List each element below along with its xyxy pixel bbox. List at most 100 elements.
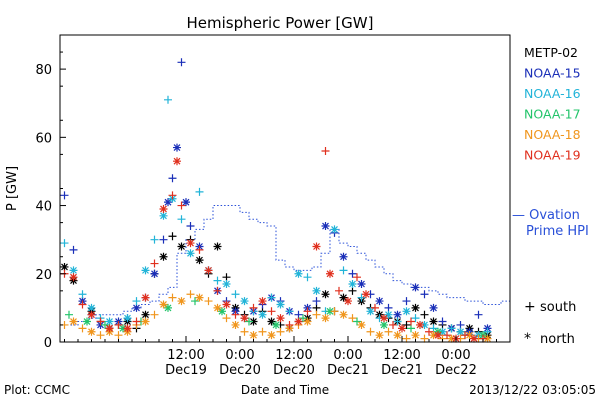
data-point-noaa-19-8 xyxy=(132,317,141,326)
data-point-noaa-15-39 xyxy=(384,303,393,312)
data-point-noaa-18-10 xyxy=(150,310,159,319)
data-point-noaa-16-19 xyxy=(222,280,231,289)
data-point-noaa-16-12 xyxy=(164,95,172,104)
x-tick-day-0: Dec19 xyxy=(165,363,207,378)
legend-entry-noaa-17: NOAA-17 xyxy=(524,107,581,122)
data-point-noaa-19-47 xyxy=(470,334,478,343)
data-point-noaa-15-38 xyxy=(375,297,384,306)
data-point-noaa-17-3 xyxy=(119,324,127,333)
data-point-noaa-19-12 xyxy=(168,191,177,200)
data-point-metp-02-12 xyxy=(168,232,177,241)
data-point-noaa-19-14 xyxy=(177,201,186,210)
data-point-noaa-15-1 xyxy=(69,245,78,254)
data-point-noaa-15-45 xyxy=(438,317,447,326)
data-point-noaa-19-43 xyxy=(434,331,442,340)
data-point-noaa-19-13 xyxy=(173,157,181,166)
y-tick-label-1: 20 xyxy=(35,268,52,283)
data-point-metp-02-11 xyxy=(159,252,168,261)
south-symbol: + xyxy=(524,299,536,315)
data-point-noaa-19-29 xyxy=(312,242,321,251)
legend-entry-noaa-16: NOAA-16 xyxy=(524,86,581,101)
data-point-noaa-16-37 xyxy=(384,310,393,319)
data-point-noaa-16-21 xyxy=(240,297,249,306)
data-point-metp-02-29 xyxy=(321,290,330,299)
data-point-noaa-15-0 xyxy=(60,191,69,200)
data-point-noaa-16-31 xyxy=(330,225,339,234)
data-point-noaa-15-29 xyxy=(294,310,303,319)
x-tick-day-1: Dec20 xyxy=(219,363,261,378)
data-point-noaa-15-11 xyxy=(159,235,168,244)
data-point-noaa-15-42 xyxy=(411,283,420,292)
data-point-noaa-19-21 xyxy=(240,314,249,323)
data-point-noaa-16-16 xyxy=(195,187,204,196)
marker-legend: + south * north xyxy=(524,299,576,347)
data-point-noaa-17-0 xyxy=(65,310,73,319)
data-point-noaa-19-31 xyxy=(326,269,334,278)
data-point-noaa-19-39 xyxy=(398,324,406,333)
x-tick-time-3: 0:00 xyxy=(333,348,362,363)
data-point-noaa-18-22 xyxy=(258,327,267,336)
ovation-legend: — Ovation Prime HPI xyxy=(512,208,589,239)
data-point-noaa-18-13 xyxy=(177,297,186,306)
data-point-noaa-19-28 xyxy=(303,307,312,316)
data-point-noaa-18-21 xyxy=(249,331,258,340)
data-point-noaa-16-35 xyxy=(366,307,375,316)
data-point-metp-02-13 xyxy=(177,242,186,251)
data-point-noaa-19-4 xyxy=(96,317,105,326)
data-point-noaa-16-45 xyxy=(456,327,465,336)
data-point-noaa-19-44 xyxy=(443,331,451,340)
data-point-noaa-15-15 xyxy=(177,58,186,67)
data-point-noaa-15-47 xyxy=(456,320,465,329)
data-point-noaa-19-19 xyxy=(222,300,231,309)
footer-axis-title: Date and Time xyxy=(241,383,329,397)
data-point-noaa-18-35 xyxy=(375,331,384,340)
data-point-noaa-17-6 xyxy=(191,297,199,306)
data-point-noaa-16-20 xyxy=(231,290,240,299)
data-point-noaa-19-38 xyxy=(389,320,397,329)
data-point-noaa-18-17 xyxy=(213,303,222,312)
data-point-noaa-19-41 xyxy=(416,320,424,329)
data-point-noaa-18-9 xyxy=(141,317,150,326)
data-point-noaa-18-33 xyxy=(357,320,366,329)
data-point-noaa-15-44 xyxy=(429,303,438,312)
data-point-noaa-15-41 xyxy=(402,297,411,306)
data-point-noaa-19-46 xyxy=(461,331,469,340)
data-point-noaa-19-23 xyxy=(258,297,267,306)
data-point-noaa-19-30 xyxy=(321,146,330,155)
data-point-noaa-17-8 xyxy=(245,317,253,326)
data-point-noaa-18-45 xyxy=(465,331,474,340)
data-point-noaa-16-26 xyxy=(285,307,294,316)
data-point-metp-02-15 xyxy=(195,256,204,265)
north-symbol: * xyxy=(524,331,531,347)
data-point-noaa-19-40 xyxy=(407,317,415,326)
data-point-noaa-16-29 xyxy=(312,286,321,295)
data-point-noaa-15-32 xyxy=(321,222,330,231)
data-point-noaa-15-12 xyxy=(164,198,172,207)
data-point-noaa-18-34 xyxy=(366,327,375,336)
y-tick-label-3: 60 xyxy=(35,131,52,146)
data-point-noaa-16-18 xyxy=(213,276,222,285)
data-point-noaa-19-17 xyxy=(204,266,213,275)
data-point-noaa-16-10 xyxy=(150,235,159,244)
data-point-noaa-19-9 xyxy=(141,293,150,302)
data-point-noaa-15-49 xyxy=(474,310,483,319)
data-point-noaa-19-33 xyxy=(344,297,352,306)
data-point-noaa-18-2 xyxy=(78,324,87,333)
data-point-noaa-18-32 xyxy=(348,314,357,323)
data-point-noaa-16-23 xyxy=(258,310,267,319)
data-point-metp-02-31 xyxy=(339,293,348,302)
y-tick-label-4: 80 xyxy=(35,63,52,78)
ovation-legend-line1: — Ovation xyxy=(512,208,580,223)
data-point-noaa-19-27 xyxy=(294,317,303,326)
data-point-noaa-19-1 xyxy=(69,273,78,282)
data-point-noaa-15-13 xyxy=(168,174,177,183)
data-point-noaa-17-14 xyxy=(407,324,415,333)
data-point-noaa-16-34 xyxy=(357,293,366,302)
data-point-noaa-16-2 xyxy=(78,290,87,299)
data-point-noaa-17-1 xyxy=(83,317,91,326)
x-tick-day-3: Dec21 xyxy=(327,363,369,378)
data-point-noaa-16-44 xyxy=(447,324,456,333)
x-tick-time-4: 12:00 xyxy=(383,348,420,363)
data-point-noaa-19-24 xyxy=(267,307,276,316)
